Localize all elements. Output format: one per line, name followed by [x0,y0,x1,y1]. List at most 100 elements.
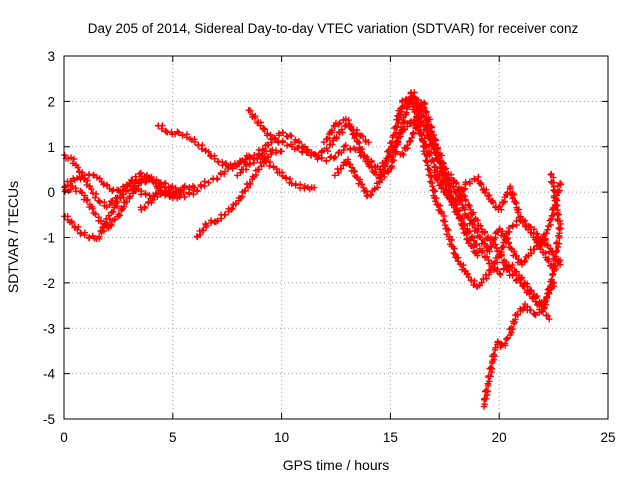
grid-lines [64,56,608,419]
data-point-marks [310,151,326,163]
data-point-marks [342,142,359,153]
series-trace-14 [393,94,564,290]
data-point-marks [440,188,457,207]
y-tick-label: 3 [47,49,55,64]
data-point-marks [441,165,458,185]
data-point-marks [538,281,556,315]
data-point-marks [146,175,164,193]
data-point-marks [115,181,130,195]
x-tick-label: 5 [169,430,177,445]
y-tick-label: -1 [43,231,55,246]
data-point-marks [243,173,258,191]
data-point-marks [203,217,220,229]
data-point [311,184,318,191]
data-point-marks [175,129,191,141]
data-point-marks [480,380,492,410]
y-tick-label: 0 [47,185,55,200]
data-point-marks [331,159,349,179]
data-point-marks [462,175,478,187]
data-point-marks [157,189,173,200]
data-point-marks [452,254,469,275]
data-point-marks [419,138,434,174]
data-point-marks [252,159,267,179]
data-point-marks [266,162,283,176]
data-point-marks [86,203,102,221]
data-point-marks [474,173,492,200]
y-tick-label: 2 [47,94,55,109]
data-point-marks [190,181,208,195]
data-point [556,179,564,187]
data-point-marks [452,181,469,208]
data-point [556,256,564,264]
data-point-marks [549,258,562,273]
data-point-marks [235,187,249,204]
data-point-marks [70,173,83,184]
data-point-marks [531,306,543,319]
data-point-marks [300,143,315,157]
data-point-marks [438,210,453,240]
data-point-marks [484,358,496,388]
data-point-marks [137,187,153,199]
data-point-marks [474,222,492,241]
data-point-marks [320,122,338,146]
data-point-marks [365,162,383,182]
y-tick-label: -2 [43,276,55,291]
x-tick-label: 10 [274,430,289,445]
data-point-marks [201,175,217,186]
data-point-marks [342,115,362,145]
y-axis-label: SDTVAR / TECUs [5,181,21,293]
data-point-marks [386,126,406,172]
data-point [474,252,481,259]
data-point-marks [548,181,564,223]
x-tick-label: 15 [383,430,398,445]
data-point-marks [103,200,121,223]
data-point-marks [547,171,561,204]
data-point-marks [419,99,437,139]
data-point-marks [413,113,426,144]
data-point-marks [353,138,372,168]
data-point-marks [494,338,505,351]
data-point-marks [231,157,246,169]
data-point-marks [506,244,524,266]
data-point-marks [539,249,557,270]
data-point-marks [96,198,108,209]
series-trace-2 [61,174,187,232]
data-point-marks [353,174,371,200]
data-point-marks [431,169,448,196]
data-point [278,148,285,155]
data-point [548,170,555,178]
data-point-marks [157,180,174,191]
data-point-marks [246,155,261,168]
data-marks [61,89,565,410]
data-point-marks [255,141,272,154]
data-point-marks [155,122,170,135]
data-point-marks [397,137,414,159]
data-point-marks [430,135,448,171]
x-tick-label: 20 [492,430,507,445]
series-trace-9 [234,152,318,193]
data-point-marks [170,191,185,202]
data-point-marks [463,235,480,257]
axis-ticks: 0 5 10 15 20 25 -5 -4 -3 -2 -1 0 1 2 3 [43,49,616,445]
data-point-marks [463,212,480,234]
data-point-marks [85,171,101,181]
data-point-marks [225,200,240,213]
x-tick-label: 0 [60,430,68,445]
data-point-marks [213,168,229,183]
data-point-marks [407,94,420,116]
data-point-marks [114,187,132,206]
y-tick-label: -5 [43,412,55,427]
data-point-marks [506,183,524,221]
data-point-marks [257,119,274,139]
series-trace-16 [431,169,564,273]
data-point-marks [551,201,565,232]
data-point-marks [268,130,283,146]
data-point-marks [499,331,514,349]
data-point-marks [343,156,361,181]
data-point-marks [208,152,226,166]
y-tick-label: -3 [43,321,55,336]
series-trace-12 [331,95,564,268]
data-point-marks [279,137,295,149]
data-point-marks [517,279,534,298]
